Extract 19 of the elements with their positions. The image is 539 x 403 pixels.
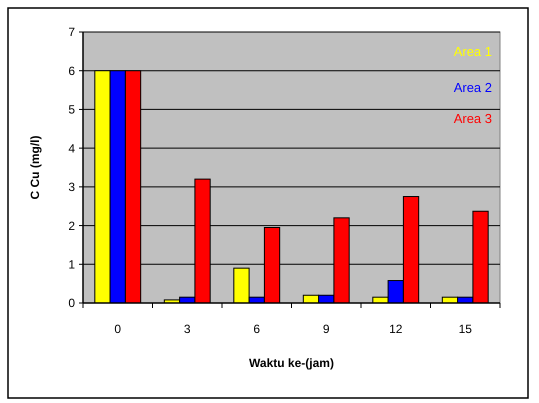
y-tick-label: 0 (68, 296, 76, 310)
y-tick-label: 4 (68, 141, 76, 156)
x-tick-label: 0 (114, 322, 122, 336)
x-axis-title: Waktu ke-(jam) (249, 356, 334, 370)
x-tick-label: 3 (184, 322, 191, 336)
text: Area 2 (454, 80, 492, 95)
y-tick-label: 1 (68, 257, 76, 272)
y-tick-label: 2 (68, 218, 76, 233)
text: Area 3 (454, 111, 492, 126)
y-tick-label: 6 (68, 64, 76, 78)
x-tick-label: 6 (253, 322, 260, 336)
x-tick-label: 9 (322, 322, 330, 336)
y-tick-label: 3 (68, 180, 76, 194)
y-tick-label: 5 (68, 102, 76, 117)
x-tick-label: 15 (458, 322, 472, 336)
y-axis-title: C Cu (mg/l) (28, 136, 42, 200)
text: Area 1 (454, 44, 492, 59)
x-tick-label: 12 (389, 322, 403, 336)
y-tick-label: 7 (68, 25, 76, 40)
